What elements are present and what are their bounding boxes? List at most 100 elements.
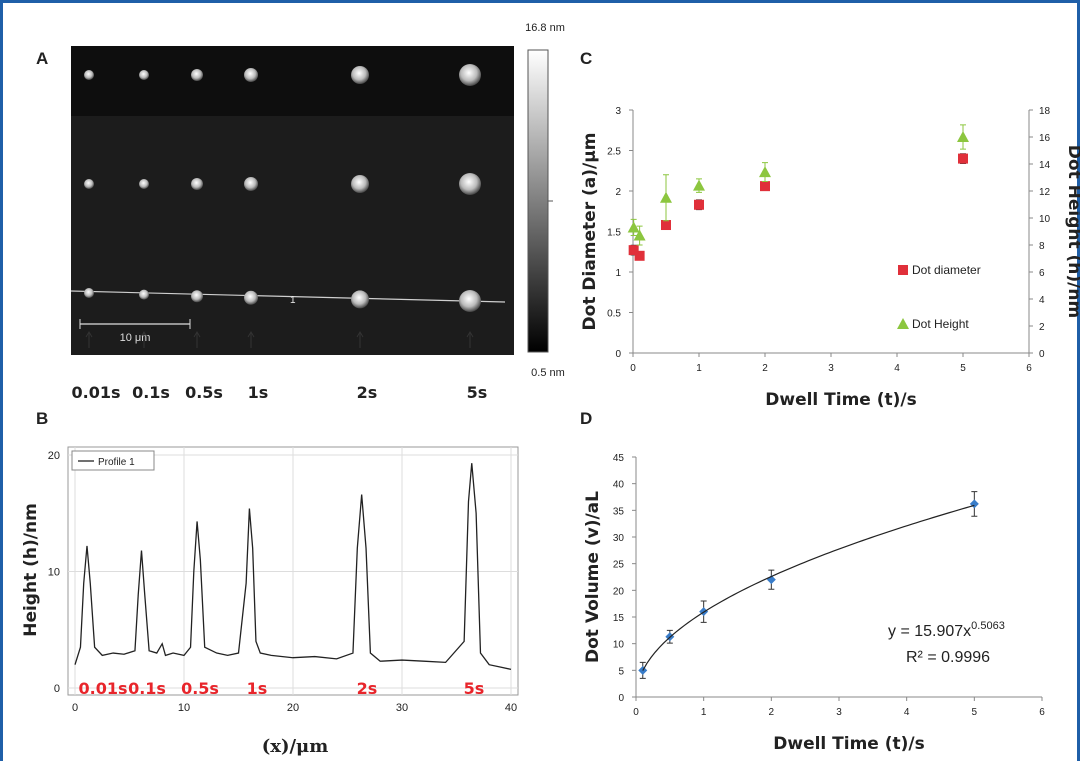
y-tick-label: 10	[613, 640, 625, 651]
x-tick-label: 3	[828, 363, 834, 374]
y-tick-label: 15	[613, 613, 625, 624]
fit-equation: y = 15.907x0.5063	[888, 620, 1005, 640]
y-tick-label: 2	[615, 187, 621, 198]
panel-label: A	[36, 49, 48, 68]
x-tick-label: 3	[836, 707, 842, 718]
y2-tick-label: 8	[1039, 241, 1045, 252]
afm-dot	[351, 175, 369, 193]
arrow-head	[85, 331, 93, 338]
colorbar	[527, 49, 549, 353]
point	[628, 245, 639, 256]
x-axis-label: Dwell Time (t)/s	[765, 390, 917, 410]
point	[633, 229, 646, 241]
y-tick-label: 5	[618, 666, 624, 677]
afm-dot	[191, 290, 203, 303]
legend-label: Dot diameter	[912, 263, 981, 277]
x-tick-label: 2	[769, 707, 775, 718]
annotation: 0.01s	[79, 679, 128, 698]
profile-label: 1	[290, 295, 296, 306]
y-tick-label: 0	[54, 683, 60, 695]
y2-tick-label: 4	[1039, 295, 1045, 306]
y-tick-label: 30	[613, 533, 625, 544]
x-tick-label: 4	[904, 707, 910, 718]
x-tick-label: 4	[894, 363, 900, 374]
eq-variable: x	[963, 623, 971, 640]
annotation: 5s	[464, 679, 485, 698]
y2-tick-label: 0	[1039, 349, 1045, 360]
y-tick-label: 1.5	[607, 228, 621, 239]
y-tick-label: 3	[615, 106, 621, 117]
afm-dot	[191, 178, 203, 190]
arrow-head	[140, 331, 148, 338]
panel-label: B	[36, 409, 48, 428]
x-tick-label: 40	[505, 702, 517, 714]
afm-dot	[351, 66, 369, 84]
afm-dot	[84, 70, 94, 80]
point	[897, 318, 909, 329]
legend-label: Profile 1	[98, 457, 135, 468]
x-tick-label: 2	[762, 363, 768, 374]
colorbar-min: 0.5 nm	[531, 367, 565, 379]
legend-label: Dot Height	[912, 317, 969, 331]
y-tick-label: 0	[615, 349, 621, 360]
y-tick-label: 20	[613, 586, 625, 597]
y-tick-label: 0.5	[607, 309, 621, 320]
y2-tick-label: 12	[1039, 187, 1051, 198]
afm-dot	[244, 177, 258, 191]
x-tick-label: 10	[178, 702, 190, 714]
point	[898, 265, 908, 275]
y-tick-label: 1	[615, 268, 621, 279]
panel-label: D	[580, 409, 592, 428]
afm-dot	[191, 69, 203, 81]
point	[958, 153, 968, 164]
y-axis-label: Dot Diameter (a)/µm	[580, 133, 600, 331]
y-tick-label: 35	[613, 506, 625, 517]
y-axis-label: Dot Volume (v)/aL	[583, 491, 603, 663]
y-axis-label: Height (h)/nm	[21, 503, 41, 637]
y2-tick-label: 16	[1039, 133, 1051, 144]
arrow-head	[247, 331, 255, 338]
dwell-label: 0.5s	[185, 383, 223, 402]
afm-dot	[84, 179, 94, 189]
y-tick-label: 20	[48, 450, 60, 462]
afm-dot	[459, 290, 481, 312]
point	[760, 181, 770, 192]
dwell-label: 5s	[467, 383, 488, 402]
x-axis-label: (x)/μm	[262, 736, 329, 757]
x-tick-label: 0	[633, 707, 639, 718]
y2-tick-label: 14	[1039, 160, 1051, 171]
afm-dot	[244, 68, 258, 82]
frame-right	[1077, 0, 1080, 761]
y-tick-label: 10	[48, 567, 60, 579]
r2-prefix: R² =	[906, 649, 941, 666]
scale-bar-label: 10 μm	[120, 332, 151, 344]
point	[759, 166, 771, 178]
y2-tick-label: 10	[1039, 214, 1051, 225]
dwell-label: 1s	[248, 383, 269, 402]
x-tick-label: 5	[960, 363, 966, 374]
afm-dot	[459, 173, 481, 195]
afm-panel: A 1 10 μm 16.8 nm 0.5 nm 0.01s 0.1s 0.5s 1s…	[36, 22, 565, 402]
annotation: 2s	[357, 679, 378, 698]
point	[660, 191, 672, 203]
arrow-head	[356, 331, 364, 338]
x-tick-label: 6	[1039, 707, 1045, 718]
arrow-head	[466, 331, 474, 338]
frame-left	[0, 0, 3, 761]
y-tick-label: 25	[613, 560, 625, 571]
point	[693, 179, 705, 191]
profile-line	[74, 463, 512, 670]
x-tick-label: 5	[972, 707, 978, 718]
x-tick-label: 1	[701, 707, 707, 718]
x-tick-label: 30	[396, 702, 408, 714]
y-tick-label: 2.5	[607, 147, 621, 158]
afm-dot	[139, 179, 149, 189]
x-tick-label: 20	[287, 702, 299, 714]
point	[957, 131, 969, 142]
point	[627, 221, 640, 233]
r2-value: 0.9996	[941, 649, 990, 666]
colorbar-max: 16.8 nm	[525, 22, 565, 34]
afm-dot	[459, 64, 481, 86]
y-tick-label: 40	[613, 480, 625, 491]
